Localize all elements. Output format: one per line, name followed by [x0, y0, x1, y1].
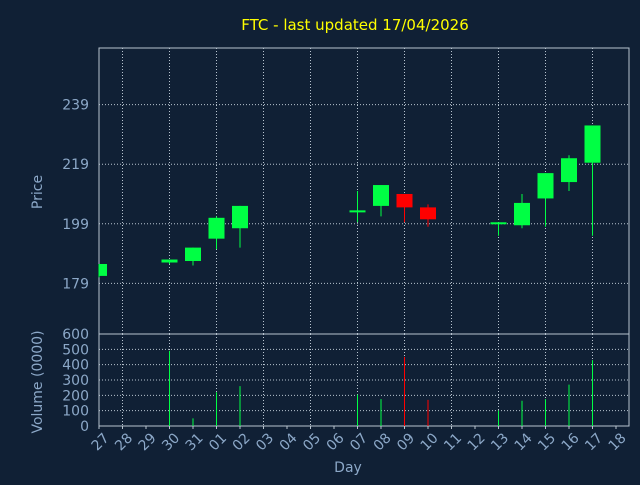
x-tick-label: 17 [582, 430, 606, 454]
candle-body [349, 210, 366, 213]
price-tick-label: 219 [62, 157, 89, 173]
candles [98, 125, 601, 278]
candle-body [584, 125, 601, 163]
x-tick-label: 10 [418, 430, 442, 454]
price-grid [99, 48, 629, 334]
candle-body [490, 222, 507, 225]
x-ticks: 27 28 29 30 31 01 02 03 04 05 06 07 08 09 10 11 12 13 14 15… [89, 426, 630, 454]
x-tick-label: 14 [512, 430, 536, 454]
x-axis-label: Day [334, 460, 362, 476]
candle-body [514, 202, 530, 226]
x-tick-label: 01 [206, 430, 230, 454]
volume-tick-label: 400 [62, 358, 89, 374]
x-tick-label: 09 [394, 430, 418, 454]
volume-tick-label: 300 [62, 373, 89, 389]
candle [584, 125, 601, 236]
price-tick-label: 199 [62, 217, 89, 233]
x-tick-label: 08 [371, 430, 395, 454]
x-tick-label: 12 [465, 430, 489, 454]
candle-body [561, 158, 577, 183]
price-axis-label: Price [30, 175, 46, 209]
volume-tick-label: 0 [80, 419, 89, 435]
candle-body [99, 263, 107, 276]
candle [208, 216, 225, 250]
volume-tick-label: 200 [62, 388, 89, 404]
candle [490, 222, 507, 236]
candle [98, 263, 107, 278]
x-tick-label: 03 [253, 430, 277, 454]
price-tick-label: 239 [62, 98, 89, 114]
candle [373, 185, 389, 217]
candle-body [373, 185, 389, 206]
chart-title: FTC - last updated 17/04/2026 [241, 16, 469, 34]
x-tick-label: 15 [535, 430, 559, 454]
volume-axis-label: Volume (0000) [30, 330, 46, 433]
candle-body [232, 205, 248, 229]
x-tick-label: 06 [324, 430, 348, 454]
candle [420, 204, 436, 227]
volume-bars [169, 350, 593, 426]
x-tick-label: 29 [136, 430, 160, 454]
candle [514, 193, 530, 229]
x-tick-label: 30 [159, 430, 183, 454]
x-tick-label: 28 [112, 430, 136, 454]
x-tick-label: 13 [488, 430, 512, 454]
candle [561, 155, 577, 191]
x-tick-label: 11 [441, 430, 465, 454]
candle [396, 193, 413, 223]
x-tick-label: 27 [89, 430, 113, 454]
candle [349, 191, 366, 223]
candle [161, 259, 178, 264]
candle-body [537, 173, 554, 199]
volume-grid [99, 334, 629, 426]
price-y-ticks: 179 199 219 239 [62, 98, 89, 293]
x-tick-label: 05 [300, 430, 324, 454]
x-tick-label: 07 [347, 430, 371, 454]
x-tick-label: 04 [277, 430, 301, 454]
x-tick-label: 16 [559, 430, 583, 454]
candle [232, 205, 248, 248]
candle-body [420, 207, 436, 220]
candle [537, 173, 554, 227]
volume-frame-rect [98, 333, 630, 427]
candle [185, 247, 201, 266]
x-tick-label: 18 [606, 430, 630, 454]
x-tick-label: 31 [183, 430, 207, 454]
x-tick-label: 02 [230, 430, 254, 454]
candle-body [208, 217, 225, 239]
candle-body [396, 193, 413, 208]
volume-tick-label: 600 [62, 327, 89, 343]
volume-tick-label: 100 [62, 404, 89, 420]
volume-panel-frame [98, 333, 630, 427]
volume-tick-label: 500 [62, 342, 89, 358]
price-tick-label: 179 [62, 276, 89, 292]
candle-body [185, 247, 201, 262]
candle-body [161, 259, 178, 263]
